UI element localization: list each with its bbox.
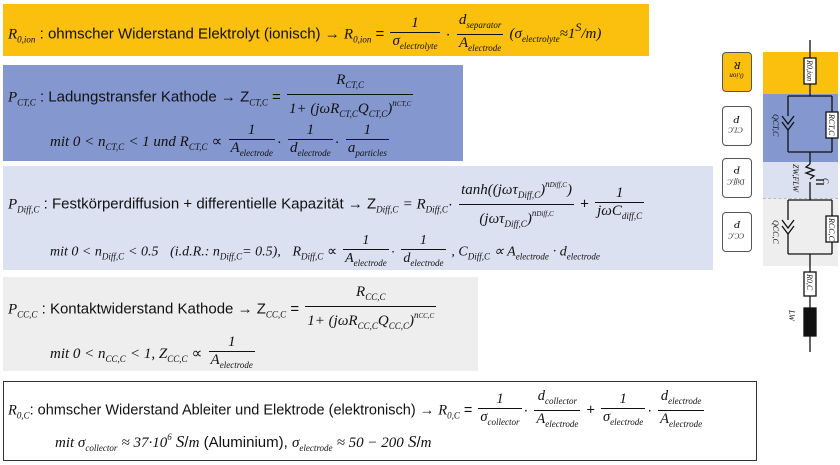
circuit-label-qct: QCT,C [771, 114, 780, 137]
equivalent-circuit [781, 40, 839, 352]
pct-box [3, 65, 463, 161]
pdiff-line2: mit 0 < nDiff,C < 0.5 (i.d.R.: nDiff,C= … [50, 233, 600, 268]
legend-pct: PCT,C [722, 106, 752, 146]
circuit-label-zw: ZW,FLW [791, 164, 800, 193]
pdiff-line1: PDiff,C : Festkörperdiffusion + differen… [8, 176, 646, 233]
circuit-bg-lightblue [763, 162, 838, 198]
r0ion-frac2: dseparator Aelectrode [456, 12, 504, 53]
pcc-line2: mit 0 < nCC,C < 1, ZCC,C ∝ 1 Aelectrode [50, 334, 255, 370]
circuit-label-r0ion: R0,ion [805, 60, 814, 82]
pdiff-box [3, 166, 713, 270]
legend-pcc: PCC,C [722, 212, 752, 252]
circuit-bg-yellow [763, 52, 838, 94]
circuit-label-rct: RCT,C [827, 114, 836, 136]
r0ion-note: (σelectrolyte≈1S/m) [509, 20, 602, 45]
pdiff-frac: tanh((jωτDiff,C)nDiff,C) (jωτDiff,C)nDiff… [459, 176, 574, 233]
circuit-label-rcc: RCC,C [827, 218, 836, 241]
pcc-line1: PCC,C : Kontaktwiderstand Kathode → ZCC,… [8, 284, 437, 331]
pcc-box [3, 277, 478, 371]
pct-frac: RCT,C 1+ (jωRCT,CQCT,C)nCT,C [286, 72, 414, 119]
r0ion-text: : ohmscher Widerstand Elektrolyt (ionisc… [39, 25, 321, 43]
circuit-label-lw: LW [787, 310, 796, 321]
circuit-label-c: C [821, 178, 830, 184]
r0ion-frac1: 1 σelectrolyte [390, 14, 440, 51]
r0ion-line: R0,ion : ohmscher Widerstand Elektrolyt … [8, 12, 601, 57]
legend-pdiff: PDiff,C [722, 158, 752, 198]
r0ion-symbol: R [8, 26, 18, 43]
pct-line1: PCT,C : Ladungstransfer Kathode → ZCT,C … [8, 72, 415, 123]
r0c-box [3, 381, 757, 461]
legend-r0ion: R0,ion [722, 52, 752, 92]
r0c-line2: mit σcollector ≈ 37·106 S/m (Aluminium),… [55, 432, 432, 453]
r0ion-box [3, 4, 649, 56]
circuit-label-r0c: R0,C [805, 274, 814, 291]
pct-line2: mit 0 < nCT,C < 1 und RCT,C ∝ 1 Aelectrod… [50, 122, 389, 158]
circuit-label-qcc: QCC,C [771, 220, 780, 244]
r0c-line1: R0,C: ohmscher Widerstand Ableiter und E… [8, 388, 705, 429]
